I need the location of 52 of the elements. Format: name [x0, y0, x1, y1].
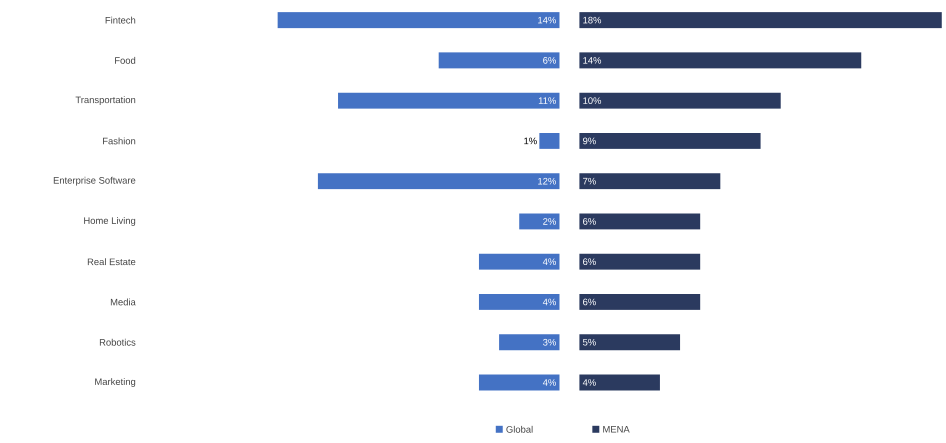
bar	[278, 12, 560, 28]
y-tick-label: Fashion	[103, 137, 136, 144]
bar	[579, 52, 862, 68]
legend-label: Global	[506, 426, 533, 433]
data-label: 3%	[543, 338, 556, 346]
data-label: 14%	[583, 56, 602, 64]
y-tick-label: Transportation	[76, 96, 136, 105]
y-tick-label: Fintech	[106, 16, 136, 24]
legend-label: MENA	[603, 426, 630, 432]
data-label: 5%	[582, 338, 596, 346]
bar	[579, 294, 700, 310]
y-tick-label: Marketing	[95, 378, 136, 387]
bar	[579, 374, 660, 390]
y-tick-label: Robotics	[100, 338, 136, 346]
bar	[478, 374, 560, 390]
y-tick-label: Real Estate	[88, 258, 136, 266]
data-label: 11%	[538, 97, 556, 104]
y-tick-label: Media	[110, 298, 136, 306]
data-label: 6%	[583, 258, 596, 265]
data-label: 4%	[542, 379, 556, 386]
bar	[318, 173, 560, 190]
bar	[579, 213, 700, 230]
data-label: 6%	[543, 56, 556, 64]
data-label: 12%	[538, 178, 556, 184]
data-label: 14%	[538, 16, 556, 24]
bar	[519, 213, 560, 230]
data-label: 9%	[583, 137, 596, 144]
y-tick-label: Food	[115, 56, 136, 64]
data-label: 1%	[524, 138, 537, 144]
bar	[478, 294, 560, 310]
bar	[579, 132, 761, 149]
bar	[579, 254, 700, 270]
y-tick-label: Enterprise Software	[54, 176, 136, 186]
bar	[579, 92, 781, 109]
data-label: 2%	[543, 218, 556, 225]
data-label: 4%	[582, 379, 596, 386]
data-label: 18%	[583, 16, 602, 24]
bar	[579, 12, 942, 28]
bar	[478, 254, 560, 270]
data-label: 7%	[583, 178, 596, 184]
bar	[579, 334, 680, 350]
bar	[579, 173, 720, 190]
bar	[438, 52, 560, 68]
bar	[539, 132, 560, 149]
bar	[338, 92, 560, 109]
data-label: 4%	[542, 258, 556, 265]
data-label: 6%	[583, 218, 596, 225]
y-tick-label: Home Living	[84, 216, 136, 226]
data-label: 4%	[542, 298, 556, 306]
bar	[499, 334, 560, 350]
data-label: 6%	[583, 298, 596, 306]
data-label: 10%	[583, 97, 602, 104]
